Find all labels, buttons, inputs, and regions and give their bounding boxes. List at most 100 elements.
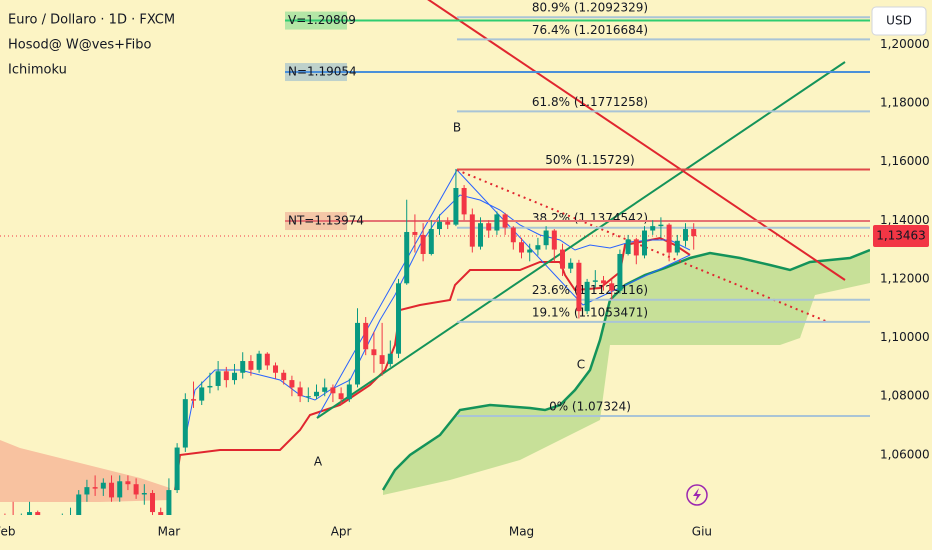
indicator-name: Ichimoku <box>8 63 67 78</box>
candle-body <box>404 231 410 284</box>
candle-body <box>683 229 689 241</box>
candle-body <box>338 393 344 400</box>
candle-body <box>355 322 361 385</box>
wave-label: B <box>453 121 461 135</box>
currency-label[interactable]: USD <box>886 14 912 28</box>
x-tick-label: Giu <box>692 525 712 539</box>
last-price-box <box>873 225 929 248</box>
candle-body <box>396 283 402 354</box>
levels: 80.9% (1.2092329) 76.4% (1.2016684) 61.8% … <box>285 1 870 418</box>
candle-body <box>486 223 492 231</box>
candle-body <box>371 349 377 356</box>
y-tick-label: 1,14000 <box>880 213 930 227</box>
candle-body <box>215 371 221 386</box>
candle-body <box>232 372 238 381</box>
candle-body <box>166 490 172 515</box>
candle-body <box>633 239 639 256</box>
candle-body <box>428 229 434 254</box>
y-tick-label: 1,06000 <box>880 447 930 461</box>
chart-title: Euro / Dollaro · 1D · FXCM <box>8 13 175 28</box>
y-tick-label: 1,12000 <box>880 271 930 285</box>
fib-label: 76.4% (1.2016684) <box>532 23 648 37</box>
candle-body <box>346 384 352 400</box>
candle-body <box>264 353 270 366</box>
y-tick-label: 1,10000 <box>880 330 930 344</box>
candle-body <box>494 214 500 231</box>
level-label-box <box>285 11 347 30</box>
candle-body <box>625 239 631 254</box>
candle-body <box>199 387 205 401</box>
candle-body <box>379 355 385 364</box>
kijun-line <box>174 236 691 491</box>
candle-body <box>158 512 164 515</box>
alert-icon[interactable] <box>686 484 708 506</box>
level-label-box <box>285 212 347 231</box>
candle-body <box>666 224 672 253</box>
candle-body <box>191 399 197 401</box>
candle-body <box>609 283 615 291</box>
fib-label: 19.1% (1.1053471) <box>532 305 648 319</box>
candle-body <box>35 512 41 515</box>
x-tick-label: Feb <box>0 525 16 539</box>
candle-body <box>576 262 582 312</box>
fib-label: 80.9% (1.2092329) <box>532 1 648 15</box>
candle-body <box>445 221 451 225</box>
candle-body <box>297 387 303 397</box>
fib-label: 61.8% (1.1771258) <box>532 95 648 109</box>
candle-body <box>256 353 262 370</box>
candle-body <box>412 231 418 235</box>
candle-body <box>502 214 508 228</box>
fib-label: 23.6% (1.1129116) <box>532 283 648 297</box>
level-label-box <box>285 63 347 82</box>
fib-label: 38.2% (1.1374542) <box>532 211 648 225</box>
candle-body <box>223 371 229 381</box>
ichimoku-cloud-bull <box>383 250 870 495</box>
candle-body <box>453 187 459 225</box>
candle-body <box>363 322 369 350</box>
candle-body <box>314 391 320 397</box>
candle-body <box>650 226 656 231</box>
x-tick-label: Mar <box>158 525 181 539</box>
candle-body <box>125 481 131 485</box>
candles <box>4 168 697 515</box>
candle-body <box>174 447 180 491</box>
candle-body <box>584 281 590 312</box>
candle-body <box>182 399 188 448</box>
x-tick-label: Apr <box>331 525 352 539</box>
fib-label: 0% (1.07324) <box>549 400 631 414</box>
candle-body <box>273 365 279 373</box>
candle-body <box>601 280 607 284</box>
candle-body <box>551 230 557 250</box>
candle-body <box>117 481 123 498</box>
candle-body <box>674 240 680 253</box>
candle-body <box>76 494 82 515</box>
candle-body <box>330 387 336 394</box>
candle-body <box>642 230 648 256</box>
indicator-name: Hosod@ W@ves+Fibo <box>8 38 151 53</box>
last-price-label: 1,13463 <box>876 229 926 243</box>
candle-body <box>617 253 623 291</box>
candle-body <box>92 487 98 489</box>
candle-body <box>100 482 106 489</box>
candle-body <box>109 482 115 498</box>
candle-body <box>527 249 533 253</box>
candle-body <box>560 249 566 269</box>
candle-body <box>658 224 664 227</box>
candle-body <box>510 227 516 243</box>
candle-body <box>240 361 246 373</box>
candle-body <box>141 493 147 495</box>
candle-body <box>150 493 156 513</box>
wave-label: C <box>577 358 585 372</box>
plot-area: 80.9% (1.2092329) 76.4% (1.2016684) 61.8% … <box>0 0 870 515</box>
x-tick-label: Mag <box>509 525 534 539</box>
wave-line <box>316 169 691 419</box>
candle-body <box>84 487 90 495</box>
candle-body <box>289 380 295 388</box>
candle-body <box>437 221 443 230</box>
candle-body <box>535 245 541 250</box>
trend-line-dotted <box>456 169 829 323</box>
currency-button[interactable] <box>871 6 927 36</box>
level-label: N=1.19054 <box>288 65 357 79</box>
candle-body <box>469 214 475 247</box>
